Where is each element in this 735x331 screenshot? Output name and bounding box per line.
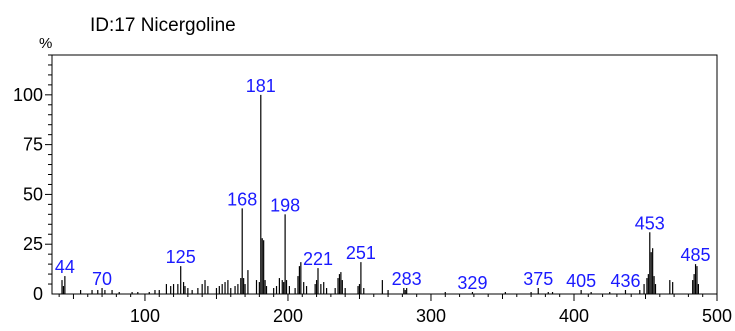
chart-title: ID:17 Nicergoline (90, 15, 236, 36)
peak-label: 405 (566, 271, 596, 291)
y-tick-label: 50 (23, 184, 43, 204)
peak-label: 453 (635, 213, 665, 233)
y-axis: 0 25 50 75 100 (13, 54, 52, 304)
peak-label: 44 (55, 257, 75, 277)
x-tick-label: 200 (273, 306, 303, 326)
peak-label: 198 (270, 195, 300, 215)
peak-labels: 44 70 125 168 181 198 221 251 283 329 375 405 436 453… (55, 76, 711, 293)
peak-label: 485 (681, 245, 711, 265)
x-tick-label: 100 (130, 306, 160, 326)
peak-label: 251 (346, 243, 376, 263)
y-tick-label: 100 (13, 85, 43, 105)
peak-label: 329 (457, 273, 487, 293)
peak-label: 375 (523, 269, 553, 289)
x-tick-label: 300 (416, 306, 446, 326)
peak-label: 70 (92, 269, 112, 289)
y-axis-label: % (39, 35, 52, 52)
peak-label: 125 (166, 247, 196, 267)
plot-frame (51, 54, 718, 295)
spectrum-bars (61, 94, 700, 294)
peak-label: 168 (227, 189, 257, 209)
y-tick-label: 25 (23, 234, 43, 254)
peak-label: 283 (392, 269, 422, 289)
x-tick-label: 400 (559, 306, 589, 326)
y-tick-label: 75 (23, 135, 43, 155)
x-axis: 100 200 300 400 500 (58, 294, 732, 326)
peak-label: 221 (303, 249, 333, 269)
x-tick-label: 500 (702, 306, 732, 326)
peak-label: 181 (246, 76, 276, 96)
peak-label: 436 (610, 271, 640, 291)
y-tick-label: 0 (33, 284, 43, 304)
